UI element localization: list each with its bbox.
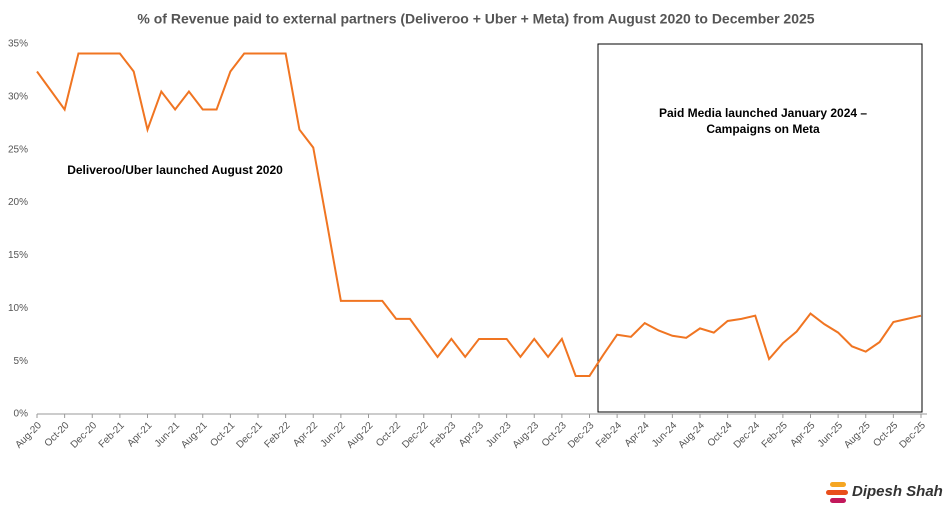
x-tick-label: Oct-22 [374, 420, 403, 449]
x-tick-label: Aug-20 [13, 420, 44, 451]
x-tick-label: Apr-25 [788, 420, 817, 449]
line-series [36, 52, 922, 377]
x-tick-label: Dec-22 [400, 420, 431, 451]
annotation: Deliveroo/Uber launched August 2020 [67, 163, 283, 177]
x-tick-label: Apr-23 [457, 420, 486, 449]
annotation: Campaigns on Meta [706, 122, 820, 136]
x-tick-label: Dec-24 [732, 420, 763, 451]
x-tick-label: Feb-22 [262, 420, 292, 450]
y-tick-label: 10% [8, 303, 28, 314]
annotation: Paid Media launched January 2024 – [659, 106, 867, 120]
x-tick-label: Jun-23 [484, 420, 514, 450]
y-tick-label: 30% [8, 91, 28, 102]
y-tick-label: 35% [8, 39, 28, 50]
x-tick-label: Apr-22 [291, 420, 320, 449]
x-tick-label: Feb-21 [97, 420, 127, 450]
y-tick-label: 15% [8, 250, 28, 261]
x-tick-label: Aug-24 [676, 420, 707, 451]
x-tick-label: Aug-23 [511, 420, 542, 451]
x-tick-label: Aug-25 [842, 420, 873, 451]
chart-title: % of Revenue paid to external partners (… [137, 11, 814, 27]
x-tick-label: Feb-24 [594, 420, 624, 450]
x-tick-label: Jun-25 [816, 420, 846, 450]
y-tick-label: 5% [14, 356, 29, 367]
x-tick-label: Oct-25 [871, 420, 900, 449]
x-tick-label: Oct-24 [706, 420, 735, 449]
logo-text: Dipesh Shah [852, 483, 943, 500]
x-tick-label: Dec-25 [897, 420, 928, 451]
x-tick-label: Dec-23 [566, 420, 597, 451]
x-tick-label: Dec-20 [69, 420, 100, 451]
x-tick-label: Feb-23 [428, 420, 458, 450]
x-tick-label: Dec-21 [234, 420, 265, 451]
x-tick-label: Aug-22 [345, 420, 376, 451]
x-tick-label: Jun-21 [153, 420, 183, 450]
x-tick-label: Oct-20 [43, 420, 72, 449]
x-tick-label: Aug-21 [179, 420, 210, 451]
x-tick-label: Jun-24 [650, 420, 680, 450]
x-tick-label: Oct-21 [208, 420, 237, 449]
y-tick-label: 20% [8, 197, 28, 208]
logo: Dipesh Shah [826, 482, 943, 503]
y-tick-label: 25% [8, 144, 28, 155]
x-tick-label: Oct-23 [540, 420, 569, 449]
x-tick-label: Jun-22 [318, 420, 348, 450]
x-tick-label: Apr-21 [125, 420, 154, 449]
x-tick-label: Feb-25 [760, 420, 790, 450]
x-tick-label: Apr-24 [623, 420, 652, 449]
highlight-box [597, 43, 923, 413]
y-tick-label: 0% [14, 409, 29, 420]
